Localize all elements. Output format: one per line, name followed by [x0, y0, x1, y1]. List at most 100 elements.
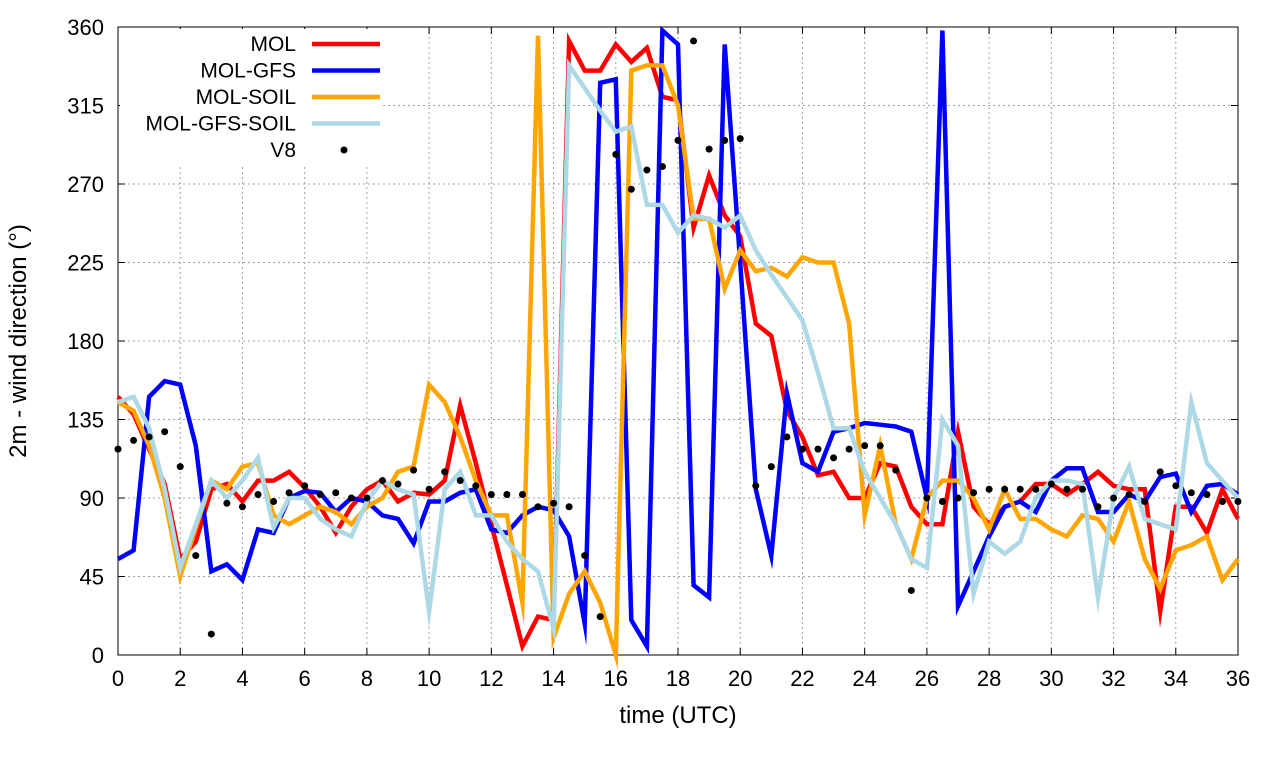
data-point-v8 [1047, 480, 1055, 488]
data-point-v8 [114, 445, 122, 453]
x-tick-label: 32 [1101, 666, 1125, 691]
legend-label: V8 [270, 139, 296, 162]
series-layer [114, 25, 1242, 670]
data-point-v8 [130, 436, 138, 444]
x-tick-label: 4 [236, 666, 248, 691]
data-point-v8 [378, 477, 386, 485]
data-point-v8 [596, 613, 604, 621]
axis-ticks: 0 2 4 6 8 10 12 14 16 18 20 22 24 26 28 30 32 34 360459013… [67, 15, 1250, 691]
y-axis-label: 2m - wind direction (°) [5, 224, 32, 458]
data-point-v8 [892, 466, 900, 474]
x-tick-label: 24 [852, 666, 876, 691]
y-tick-label: 45 [80, 565, 104, 590]
data-point-v8 [503, 491, 511, 499]
legend-item-mol-gfs-soil: MOL-GFS-SOIL [145, 113, 380, 136]
data-point-v8 [534, 503, 542, 511]
data-point-v8 [487, 491, 495, 499]
x-tick-label: 18 [666, 666, 690, 691]
legend-item-v8: V8 [270, 139, 348, 162]
legend-label: MOL-GFS [200, 60, 296, 83]
data-point-v8 [425, 485, 433, 493]
data-point-v8 [270, 497, 278, 505]
data-point-v8 [658, 163, 666, 171]
data-point-v8 [674, 136, 682, 144]
data-point-v8 [752, 482, 760, 490]
data-point-v8 [145, 433, 153, 441]
data-point-v8 [192, 552, 200, 560]
x-tick-label: 34 [1164, 666, 1188, 691]
y-tick-label: 270 [67, 172, 104, 197]
data-point-v8 [1032, 485, 1040, 493]
data-point-v8 [612, 150, 620, 158]
x-tick-label: 12 [479, 666, 503, 691]
x-tick-label: 26 [915, 666, 939, 691]
data-point-v8 [1125, 491, 1133, 499]
legend-label: MOL [250, 33, 296, 56]
data-point-v8 [394, 480, 402, 488]
data-point-v8 [410, 466, 418, 474]
y-tick-label: 90 [80, 486, 104, 511]
series-line-mol-soil [116, 35, 1240, 670]
y-tick-label: 315 [67, 94, 104, 119]
x-tick-label: 28 [977, 666, 1001, 691]
data-point-v8 [518, 491, 526, 499]
data-point-v8 [1203, 491, 1211, 499]
data-point-v8 [1063, 485, 1071, 493]
data-point-v8 [363, 494, 371, 502]
data-point-v8 [238, 503, 246, 511]
x-tick-label: 36 [1226, 666, 1250, 691]
x-tick-label: 22 [790, 666, 814, 691]
data-point-v8 [550, 499, 558, 507]
x-tick-label: 30 [1039, 666, 1063, 691]
data-point-v8 [814, 445, 822, 453]
data-point-v8 [627, 185, 635, 193]
data-point-v8 [565, 503, 573, 511]
data-point-v8 [1016, 485, 1024, 493]
data-point-v8 [1156, 468, 1164, 476]
y-tick-label: 135 [67, 408, 104, 433]
data-point-v8 [472, 482, 480, 490]
x-tick-label: 8 [361, 666, 373, 691]
data-point-v8 [923, 494, 931, 502]
data-point-v8 [643, 166, 651, 174]
x-tick-label: 20 [728, 666, 752, 691]
x-tick-label: 0 [112, 666, 124, 691]
legend-label: MOL-SOIL [196, 86, 296, 109]
data-point-v8 [301, 482, 309, 490]
data-point-v8 [736, 135, 744, 143]
data-point-v8 [1187, 489, 1195, 497]
y-tick-label: 180 [67, 329, 104, 354]
legend-swatch [340, 146, 348, 154]
data-point-v8 [1218, 497, 1226, 505]
legend-item-mol-soil: MOL-SOIL [196, 86, 380, 109]
data-point-v8 [954, 494, 962, 502]
data-point-v8 [830, 454, 838, 462]
data-point-v8 [705, 145, 713, 153]
data-point-v8 [176, 463, 184, 471]
data-point-v8 [161, 428, 169, 436]
data-point-v8 [798, 445, 806, 453]
x-tick-label: 2 [174, 666, 186, 691]
series-v8 [114, 37, 1242, 638]
legend: MOL MOL-GFS MOL-SOIL MOL-GFS-SOIL V8 [120, 29, 382, 164]
data-point-v8 [1110, 494, 1118, 502]
data-point-v8 [1172, 482, 1180, 490]
x-tick-label: 16 [604, 666, 628, 691]
data-point-v8 [254, 491, 262, 499]
data-point-v8 [223, 499, 231, 507]
legend-item-mol: MOL [250, 33, 380, 56]
x-tick-label: 14 [541, 666, 565, 691]
data-point-v8 [938, 497, 946, 505]
data-point-v8 [783, 433, 791, 441]
data-point-v8 [441, 468, 449, 476]
data-point-v8 [690, 37, 698, 45]
legend-item-mol-gfs: MOL-GFS [200, 60, 380, 83]
data-point-v8 [207, 630, 215, 638]
data-point-v8 [347, 494, 355, 502]
data-point-v8 [1234, 497, 1242, 505]
data-point-v8 [767, 463, 775, 471]
data-point-v8 [1094, 503, 1102, 511]
y-tick-label: 360 [67, 15, 104, 40]
data-point-v8 [316, 491, 324, 499]
